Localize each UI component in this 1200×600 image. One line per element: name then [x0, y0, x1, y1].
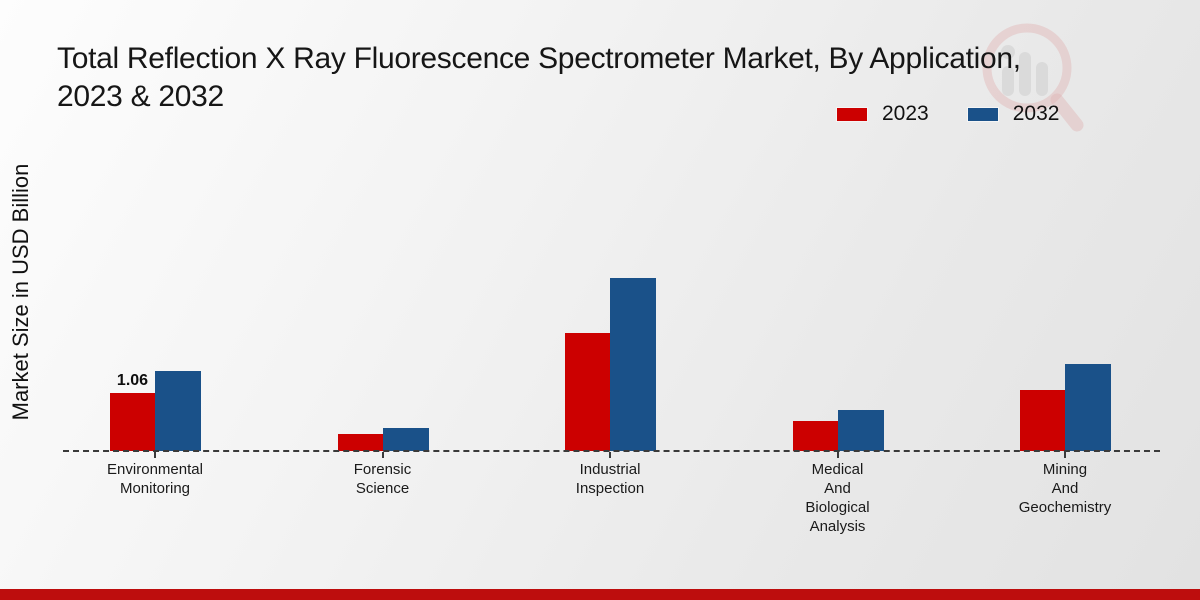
legend: 2023 2032: [836, 102, 1059, 126]
chart-title: Total Reflection X Ray Fluorescence Spec…: [57, 40, 1167, 116]
chart-title-line1: Total Reflection X Ray Fluorescence Spec…: [57, 42, 1021, 75]
legend-item-2023: 2023: [836, 102, 929, 126]
legend-label-2032: 2032: [1012, 102, 1060, 125]
x-tick-label-mining-and-geochemistry: Mining And Geochemistry: [1018, 461, 1112, 516]
bar-2023-medical-and-biological-analysis: [792, 421, 838, 451]
x-tick-label-industrial-inspection: Industrial Inspection: [575, 461, 645, 497]
y-axis-label: Market Size in USD Billion: [8, 163, 33, 421]
bar-2032-environmental-monitoring: [155, 371, 201, 451]
bar-value-label-environmental-monitoring: 1.06: [116, 372, 149, 389]
bar-2023-mining-and-geochemistry: [1020, 390, 1065, 451]
bar-2023-forensic-science: [337, 434, 383, 451]
x-tick-label-forensic-science: Forensic Science: [353, 461, 412, 497]
legend-swatch-2032: [966, 106, 999, 122]
legend-swatch-2023: [836, 106, 868, 122]
x-axis-tick: [609, 452, 611, 458]
x-axis-baseline: [63, 450, 1160, 452]
bar-2032-mining-and-geochemistry: [1065, 364, 1111, 451]
bar-2032-forensic-science: [382, 428, 429, 451]
footer-accent-strip: [0, 589, 1200, 600]
chart-title-line2: 2023 & 2032: [57, 80, 224, 113]
x-axis-tick: [1064, 452, 1066, 458]
x-tick-label-environmental-monitoring: Environmental Monitoring: [107, 461, 203, 497]
legend-label-2023: 2023: [882, 102, 929, 125]
x-axis-tick: [381, 452, 384, 458]
x-tick-label-medical-and-biological-analysis: Medical And Biological Analysis: [805, 461, 870, 535]
bar-2032-industrial-inspection: [610, 278, 656, 451]
bar-2023-industrial-inspection: [565, 333, 610, 451]
bar-2023-environmental-monitoring: [110, 393, 155, 451]
x-axis-tick: [154, 452, 156, 458]
legend-item-2032: 2032: [966, 102, 1060, 126]
x-axis-tick: [836, 452, 839, 458]
bar-2032-medical-and-biological-analysis: [837, 410, 884, 451]
